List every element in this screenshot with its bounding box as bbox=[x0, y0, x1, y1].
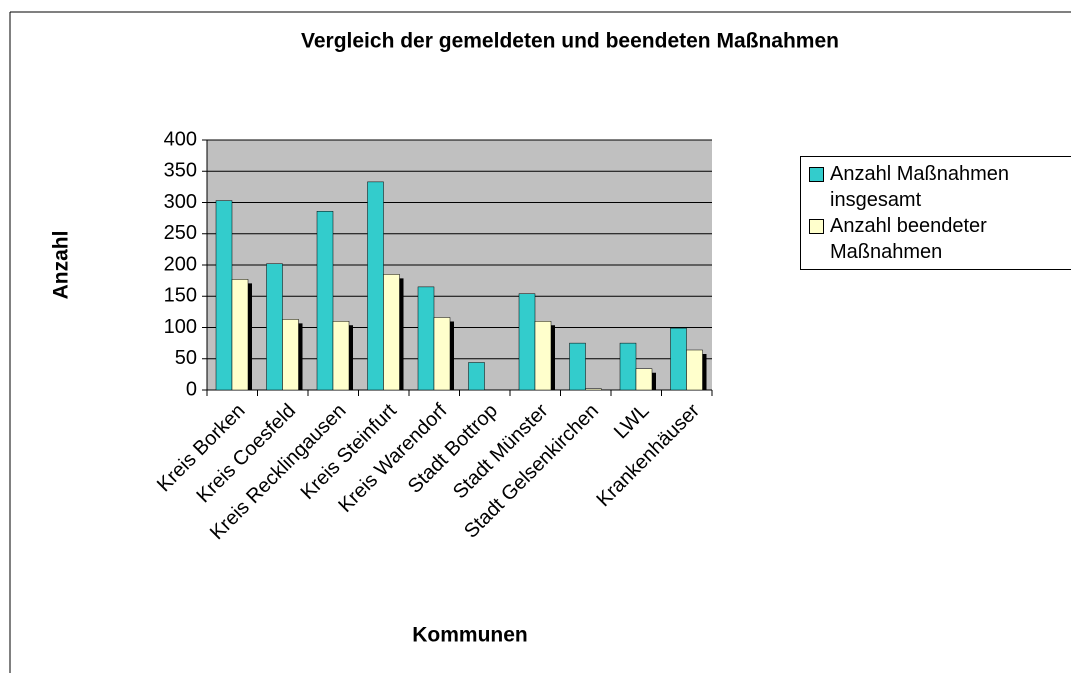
bar bbox=[468, 362, 485, 391]
y-tick-label: 100 bbox=[164, 316, 197, 338]
bar bbox=[215, 200, 233, 391]
bar bbox=[670, 327, 687, 391]
bar bbox=[433, 317, 451, 391]
bar bbox=[417, 286, 435, 391]
legend-label: Anzahl Maßnahmen insgesamt bbox=[830, 163, 1009, 211]
y-tick-label: 150 bbox=[164, 285, 197, 307]
bar bbox=[332, 321, 350, 391]
y-axis-title: Anzahl bbox=[50, 231, 73, 300]
y-tick-label: 250 bbox=[164, 222, 197, 244]
bar bbox=[518, 293, 536, 391]
y-tick-label: 400 bbox=[164, 128, 197, 150]
y-tick-label: 200 bbox=[164, 253, 197, 275]
bar bbox=[316, 211, 334, 391]
bar bbox=[619, 342, 637, 391]
bar bbox=[266, 263, 283, 391]
bar bbox=[635, 368, 653, 391]
bar bbox=[282, 319, 299, 391]
legend-swatch bbox=[809, 167, 824, 182]
legend-swatch bbox=[809, 219, 824, 234]
legend-item: Anzahl beendeter Maßnahmen bbox=[809, 213, 1071, 265]
bar bbox=[383, 274, 400, 391]
bar bbox=[534, 321, 552, 391]
y-tick-label: 50 bbox=[175, 347, 197, 369]
bar bbox=[686, 349, 703, 391]
bar bbox=[367, 181, 384, 391]
chart-title: Vergleich der gemeldeten und beendeten M… bbox=[301, 30, 839, 53]
bar bbox=[569, 342, 586, 391]
x-tick-label: LWL bbox=[610, 400, 654, 444]
legend-label: Anzahl beendeter Maßnahmen bbox=[830, 215, 987, 263]
bar bbox=[231, 279, 249, 391]
y-tick-label: 0 bbox=[186, 378, 197, 400]
y-tick-label: 300 bbox=[164, 191, 197, 213]
x-axis-title: Kommunen bbox=[412, 624, 528, 647]
y-tick-label: 350 bbox=[164, 160, 197, 182]
legend: Anzahl Maßnahmen insgesamt Anzahl beendet… bbox=[800, 156, 1071, 270]
legend-item: Anzahl Maßnahmen insgesamt bbox=[809, 161, 1071, 213]
bar bbox=[585, 388, 602, 391]
